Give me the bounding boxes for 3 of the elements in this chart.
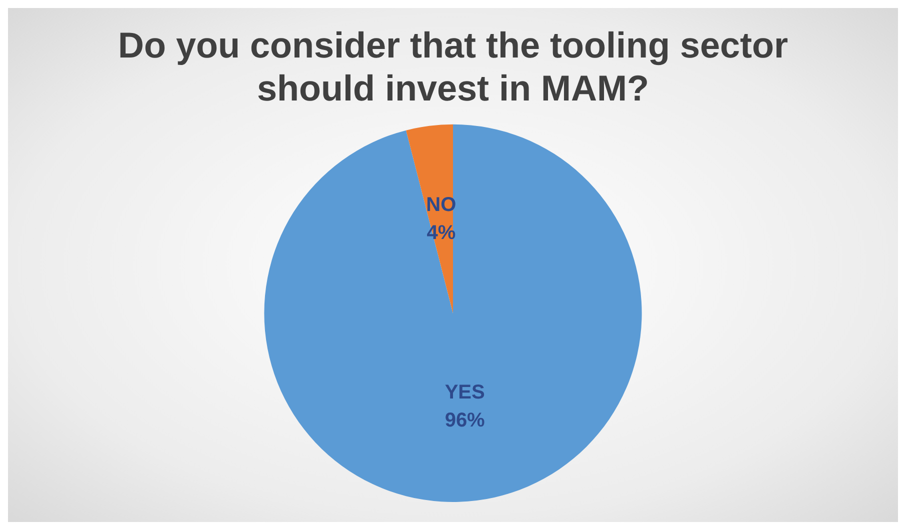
slice-label: YES [444, 381, 485, 404]
data-label: 96% [444, 409, 486, 432]
chart-title: Do you consider that the tooling sector should invest in MAM? [118, 24, 788, 109]
